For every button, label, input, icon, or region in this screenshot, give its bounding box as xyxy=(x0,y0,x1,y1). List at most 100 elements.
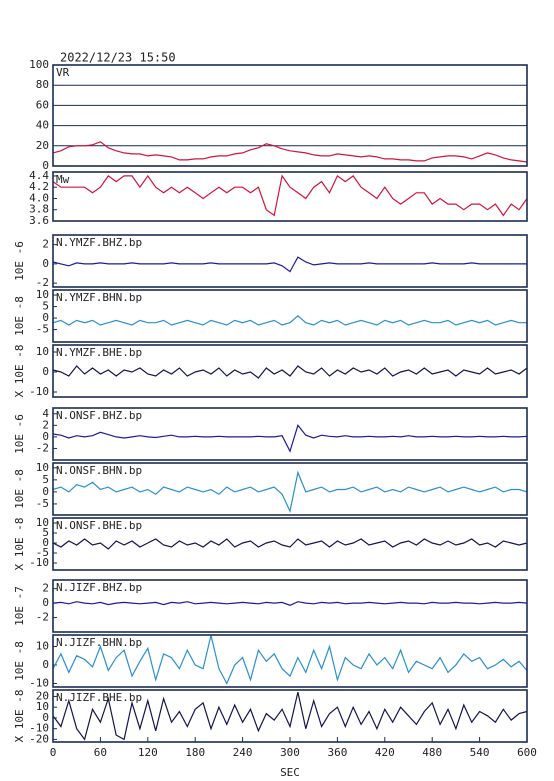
panel-label: N.ONSF.BHN.bp xyxy=(56,464,142,477)
panel-label: N.YMZF.BHZ.bp xyxy=(56,236,142,249)
y-axis-label: 10E -6 xyxy=(13,414,26,454)
x-tick-label: 0 xyxy=(50,746,57,759)
x-axis-label: SEC xyxy=(280,766,300,779)
waveform xyxy=(52,424,528,453)
panel-label: N.YMZF.BHN.bp xyxy=(56,291,142,304)
y-tick-label: 0 xyxy=(42,365,49,378)
y-tick-label: -5 xyxy=(36,497,49,510)
y-tick-label: 4.0 xyxy=(29,191,49,204)
y-tick-label: 0 xyxy=(42,536,49,549)
panel-label: N.ONSF.BHE.bp xyxy=(56,519,142,532)
panel-label: N.JIZF.BHZ.bp xyxy=(56,581,142,594)
panel-label: VR xyxy=(56,66,70,79)
y-tick-label: -10 xyxy=(29,385,49,398)
y-tick-label: -10 xyxy=(29,676,49,689)
y-axis-label: 10E -8 xyxy=(13,469,26,509)
y-tick-label: 40 xyxy=(36,119,49,132)
x-tick-label: 420 xyxy=(375,746,395,759)
panel-frame xyxy=(52,64,528,167)
y-tick-label: 0 xyxy=(42,257,49,270)
y-tick-label: 5 xyxy=(42,473,49,486)
y-tick-label: 0 xyxy=(42,311,49,324)
y-tick-label: 80 xyxy=(36,78,49,91)
waveform xyxy=(52,174,528,217)
waveform xyxy=(52,470,528,513)
y-axis-label: X 10E -8 xyxy=(13,518,26,571)
y-tick-label: 2 xyxy=(42,238,49,251)
panel-label: Mw xyxy=(56,173,70,186)
y-tick-label: 0 xyxy=(42,596,49,609)
x-tick-label: 540 xyxy=(470,746,490,759)
x-tick-label: 300 xyxy=(280,746,300,759)
y-tick-label: 2 xyxy=(42,418,49,431)
y-tick-label: 60 xyxy=(36,98,49,111)
panel-frame xyxy=(52,462,528,516)
y-tick-label: -5 xyxy=(36,323,49,336)
y-tick-label: 3.8 xyxy=(29,203,49,216)
waveform xyxy=(52,365,528,379)
x-tick-label: 360 xyxy=(327,746,347,759)
y-tick-label: 20 xyxy=(36,689,49,702)
panel-frame xyxy=(52,289,528,343)
panel-label: N.YMZF.BHE.bp xyxy=(56,346,142,359)
waveform xyxy=(52,141,528,163)
y-axis-label: 10E -6 xyxy=(13,241,26,281)
y-tick-label: 4.4 xyxy=(29,169,49,182)
waveform xyxy=(52,691,528,741)
y-tick-label: 4.2 xyxy=(29,180,49,193)
y-tick-label: 10 xyxy=(36,461,49,474)
y-tick-label: -20 xyxy=(29,732,49,745)
y-tick-label: 20 xyxy=(36,139,49,152)
panel-frame xyxy=(52,234,528,288)
y-tick-label: -2 xyxy=(36,441,49,454)
y-axis-label: X 10E -8 xyxy=(13,345,26,398)
panel-frame xyxy=(52,517,528,571)
y-tick-label: 0 xyxy=(42,485,49,498)
y-tick-label: 100 xyxy=(29,58,49,71)
panel-label: N.JIZF.BHN.bp xyxy=(56,636,142,649)
y-axis-label: 10E -7 xyxy=(13,586,26,626)
panel-frame xyxy=(52,407,528,461)
y-tick-label: 0 xyxy=(42,430,49,443)
waveform xyxy=(52,635,528,685)
y-tick-label: 10 xyxy=(36,639,49,652)
x-tick-label: 120 xyxy=(138,746,158,759)
y-tick-label: -10 xyxy=(29,722,49,735)
y-tick-label: -2 xyxy=(36,276,49,289)
panel-label: N.JIZF.BHE.bp xyxy=(56,691,142,704)
x-tick-label: 180 xyxy=(185,746,205,759)
waveform xyxy=(52,315,527,326)
panel-frame xyxy=(52,344,528,398)
y-tick-label: -2 xyxy=(36,611,49,624)
y-tick-label: 0 xyxy=(42,711,49,724)
y-tick-label: 10 xyxy=(36,288,49,301)
panel-label: N.ONSF.BHZ.bp xyxy=(56,409,142,422)
y-axis-label: X 10E -8 xyxy=(13,690,26,743)
y-tick-label: 10 xyxy=(36,700,49,713)
waveform xyxy=(52,256,527,273)
panel-frame xyxy=(52,579,528,633)
x-tick-label: 480 xyxy=(422,746,442,759)
chart-title: 2022/12/23 15:50 xyxy=(60,51,176,65)
x-tick-label: 600 xyxy=(517,746,537,759)
y-tick-label: -5 xyxy=(36,546,49,559)
y-tick-label: 0 xyxy=(42,658,49,671)
y-tick-label: 10 xyxy=(36,345,49,358)
y-tick-label: 0 xyxy=(42,159,49,172)
y-tick-label: 5 xyxy=(42,526,49,539)
y-tick-label: -10 xyxy=(29,556,49,569)
x-tick-label: 240 xyxy=(233,746,253,759)
y-tick-label: 2 xyxy=(42,582,49,595)
y-axis-label: 10E -8 xyxy=(13,641,26,681)
y-tick-label: 4 xyxy=(42,407,49,420)
y-tick-label: 5 xyxy=(42,300,49,313)
y-axis-label: 10E -8 xyxy=(13,296,26,336)
y-tick-label: 3.6 xyxy=(29,214,49,227)
x-tick-label: 60 xyxy=(94,746,107,759)
y-tick-label: 10 xyxy=(36,516,49,529)
panel-frame xyxy=(52,171,528,222)
waveform xyxy=(52,538,528,550)
waveform xyxy=(52,601,528,606)
panel-frame xyxy=(52,634,528,688)
